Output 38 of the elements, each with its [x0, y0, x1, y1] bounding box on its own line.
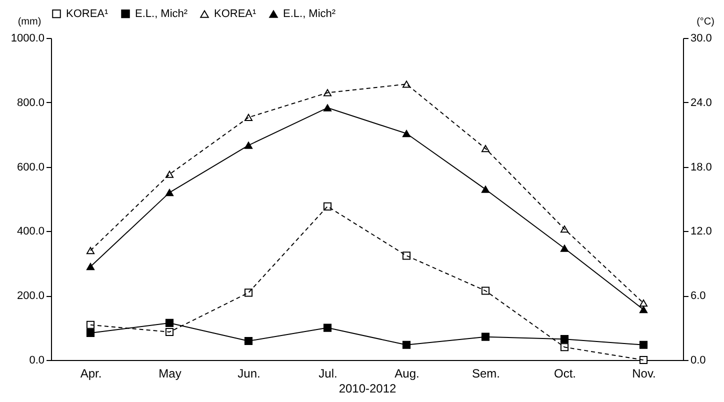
x-tick-label: Jun. — [238, 366, 260, 380]
y-axis-title: (mm) — [18, 16, 42, 28]
point — [639, 340, 648, 349]
x-tick-label: Aug. — [394, 366, 420, 380]
x-tick-label: Nov. — [632, 366, 656, 380]
point — [639, 306, 648, 314]
x-tick-label: Oct. — [554, 366, 576, 380]
x-tick-label: Sem. — [472, 366, 500, 380]
y2-tick-label: 18.0 — [690, 161, 712, 174]
y-tick-label: 0.0 — [29, 354, 44, 366]
legend-label: E.L., Mich² — [283, 8, 336, 20]
point — [639, 356, 648, 364]
legend-label: KOREA¹ — [214, 8, 257, 20]
x-tick-label: Jul. — [318, 366, 338, 380]
y2-tick-label: 6.0 — [690, 290, 706, 302]
point — [86, 263, 95, 270]
legend-label: KOREA¹ — [66, 8, 109, 20]
y-tick-label: 600.0 — [16, 161, 44, 174]
y2-axis-title: (°C) — [696, 16, 714, 28]
y-tick-label: 1000.0 — [10, 32, 44, 44]
y2-tick-label: 24.0 — [690, 96, 712, 109]
y-tick-label: 200.0 — [16, 290, 44, 302]
x-axis-title: 2010-2012 — [338, 382, 397, 396]
x-tick-label: Apr. — [80, 366, 102, 380]
y2-tick-label: 12.0 — [690, 226, 712, 238]
y-tick-label: 800.0 — [16, 96, 44, 109]
point — [86, 320, 95, 329]
point — [481, 286, 490, 295]
x-tick-label: May — [158, 366, 182, 380]
point — [86, 328, 95, 337]
y2-tick-label: 30.0 — [690, 32, 712, 44]
y2-tick-label: 0.0 — [690, 354, 706, 366]
point — [402, 252, 411, 260]
point — [639, 300, 648, 307]
point — [560, 343, 569, 352]
legend-label: E.L., Mich² — [135, 8, 188, 20]
point — [323, 104, 332, 112]
y-tick-label: 400.0 — [16, 226, 44, 238]
